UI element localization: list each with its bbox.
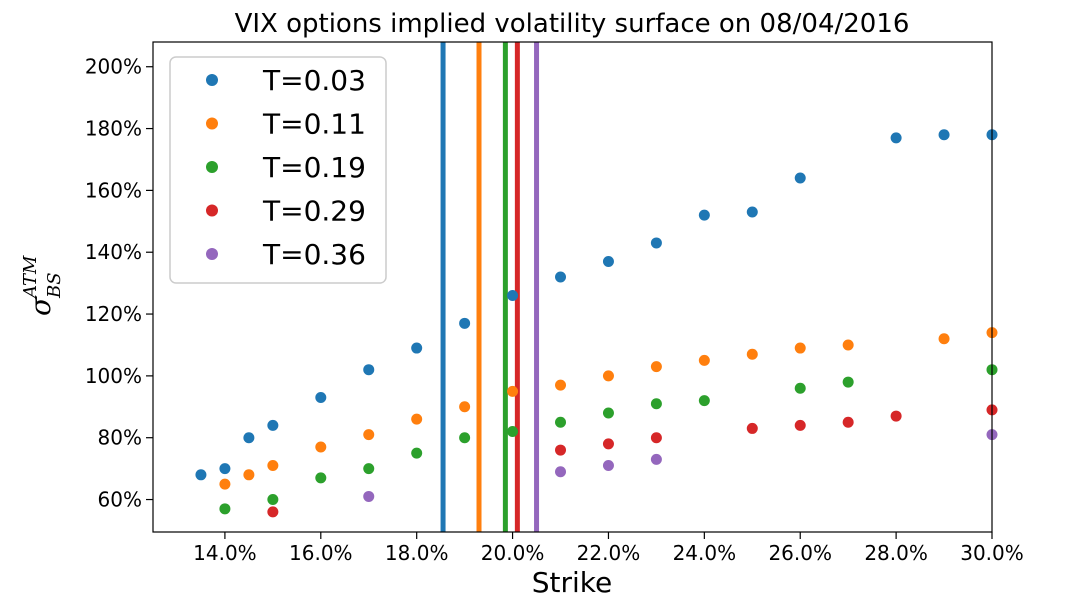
x-tick-label: 26.0% [768, 541, 832, 565]
data-point [459, 317, 471, 329]
data-point [411, 447, 423, 459]
data-point [842, 416, 854, 428]
data-point [602, 438, 614, 450]
data-point [602, 370, 614, 382]
data-point [794, 172, 806, 184]
data-point [794, 419, 806, 431]
data-point [890, 410, 902, 422]
data-point [267, 506, 279, 518]
chart-title: VIX options implied volatility surface o… [235, 9, 910, 39]
data-point [363, 463, 375, 475]
data-point [555, 271, 567, 283]
x-tick-label: 16.0% [289, 541, 353, 565]
legend-marker [206, 74, 218, 86]
data-point [219, 503, 231, 515]
data-point [650, 398, 662, 410]
data-point [363, 364, 375, 376]
legend-label: T=0.36 [262, 238, 366, 271]
legend-marker [206, 161, 218, 173]
data-point [890, 132, 902, 144]
data-point [746, 206, 758, 218]
y-tick-label: 180% [85, 117, 142, 141]
data-point [555, 416, 567, 428]
data-point [315, 392, 327, 404]
legend-label: T=0.03 [262, 64, 366, 97]
data-point [267, 460, 279, 472]
x-axis: 14.0% 16.0% 18.0% 20.0% 22.0% 24.0% 26.0% 28.0%… [193, 532, 1024, 565]
y-tick-label: 100% [85, 364, 142, 388]
data-point [219, 478, 231, 490]
x-tick-label: 20.0% [481, 541, 545, 565]
data-point [698, 209, 710, 221]
x-tick-label: 18.0% [385, 541, 449, 565]
legend-marker [206, 117, 218, 130]
x-tick-label: 24.0% [673, 541, 737, 565]
data-point [698, 354, 710, 366]
legend-label: T=0.19 [262, 151, 366, 184]
y-tick-label: 200% [85, 55, 142, 79]
data-point [698, 395, 710, 407]
data-point [363, 490, 375, 502]
data-point [938, 333, 950, 345]
data-point [507, 290, 519, 302]
plot-frame [152, 41, 993, 533]
data-point [459, 432, 471, 444]
data-point [794, 382, 806, 394]
data-point [411, 342, 423, 354]
y-axis: 60% 80% 100% 120% 140% 160% 180% 200% [85, 55, 153, 512]
legend-marker [206, 204, 218, 217]
data-point [650, 361, 662, 373]
data-point [243, 432, 255, 444]
legend-box [169, 56, 387, 284]
x-axis-label: Strike [532, 566, 613, 599]
data-point [650, 237, 662, 249]
data-point [315, 441, 327, 453]
data-point [794, 342, 806, 354]
data-point [219, 463, 231, 475]
data-point [842, 339, 854, 351]
y-tick-label: 140% [85, 240, 142, 264]
legend-label: T=0.29 [262, 195, 366, 228]
y-tick-label: 120% [85, 302, 142, 326]
y-axis-label-subscript: BS [44, 272, 65, 299]
x-tick-label: 22.0% [577, 541, 641, 565]
data-point [602, 407, 614, 419]
data-point [243, 469, 255, 481]
y-tick-label: 60% [98, 488, 142, 512]
legend-marker [206, 248, 218, 260]
data-point [555, 444, 567, 456]
data-point [267, 494, 279, 506]
data-point [363, 429, 375, 441]
legend-label: T=0.11 [262, 108, 366, 141]
data-point [938, 129, 950, 141]
y-axis-label-superscript: ATM [20, 255, 41, 300]
data-point [650, 432, 662, 444]
data-point [459, 401, 471, 413]
y-axis-label: σ ATM BS [20, 255, 65, 316]
data-point [746, 348, 758, 360]
data-point [411, 413, 423, 425]
data-point [315, 472, 327, 484]
data-point [195, 469, 207, 481]
data-point [602, 255, 614, 267]
data-point [555, 466, 567, 478]
x-tick-label: 28.0% [864, 541, 928, 565]
y-tick-label: 80% [98, 426, 142, 450]
data-point [602, 460, 614, 472]
plot-area [152, 41, 998, 533]
x-tick-label: 14.0% [193, 541, 257, 565]
data-point [507, 385, 519, 397]
data-point [267, 419, 279, 431]
y-tick-label: 160% [85, 178, 142, 202]
data-point [555, 379, 567, 391]
data-point [650, 453, 662, 465]
legend: T=0.03 T=0.11 T=0.19 T=0.29 T=0.36 [169, 56, 387, 284]
x-tick-label: 30.0% [960, 541, 1024, 565]
data-point [507, 426, 519, 438]
data-point [842, 376, 854, 388]
y-axis-label-symbol: σ [24, 296, 57, 316]
data-point [746, 422, 758, 434]
